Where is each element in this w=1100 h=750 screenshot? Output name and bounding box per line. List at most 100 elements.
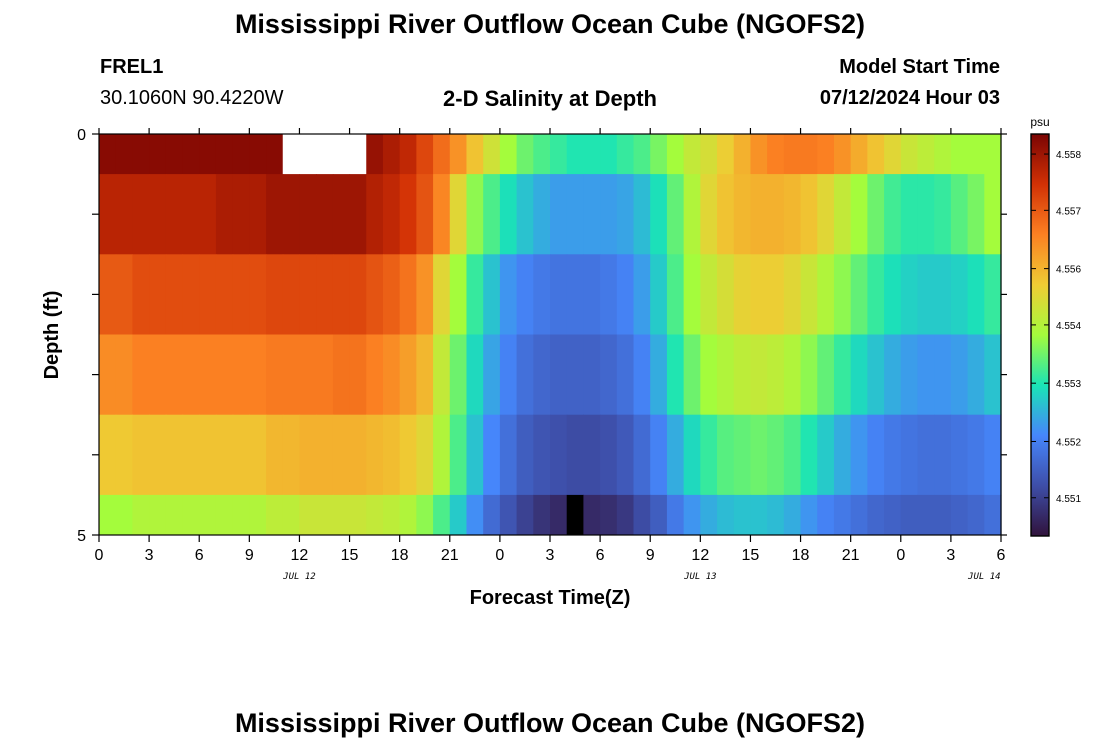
heatmap-cell xyxy=(817,334,835,416)
heatmap-cell xyxy=(550,414,568,496)
heatmap-cell xyxy=(182,134,200,175)
heatmap-cell xyxy=(633,494,651,536)
heatmap-cell xyxy=(249,414,267,496)
date-label: JUL 14 xyxy=(967,572,1001,582)
heatmap-cell xyxy=(533,134,551,175)
heatmap-cell xyxy=(99,254,117,335)
heatmap-cell xyxy=(399,334,417,416)
heatmap-cell xyxy=(783,414,802,496)
heatmap-cell xyxy=(817,414,835,496)
x-tick-label: 6 xyxy=(195,547,204,564)
heatmap-cell xyxy=(199,134,217,175)
heatmap-cell xyxy=(516,414,534,496)
heatmap-cell xyxy=(349,254,367,335)
heatmap-cell xyxy=(984,254,1002,335)
heatmap-cell xyxy=(433,134,451,175)
heatmap-cell xyxy=(215,414,234,496)
heatmap-cell xyxy=(800,254,818,335)
heatmap-cell xyxy=(115,494,133,536)
x-tick-label: 6 xyxy=(997,547,1006,564)
heatmap-cell xyxy=(566,494,584,536)
heatmap-cell xyxy=(950,134,969,175)
heatmap-cell xyxy=(516,334,534,416)
heatmap-cell xyxy=(833,414,852,496)
heatmap-cell xyxy=(349,414,367,496)
date-labels: JUL 12 JUL 13 JUL 14 xyxy=(282,572,1000,582)
heatmap-cell xyxy=(199,254,217,335)
heatmap-cell xyxy=(332,494,351,536)
heatmap-cell xyxy=(499,134,518,175)
heatmap-cell xyxy=(149,414,167,496)
heatmap-cell xyxy=(767,414,785,496)
heatmap-cell xyxy=(967,134,985,175)
heatmap-cell xyxy=(416,334,434,416)
heatmap-cell xyxy=(299,414,317,496)
heatmap-cell xyxy=(249,334,267,416)
heatmap-cell xyxy=(850,334,868,416)
heatmap-cell xyxy=(449,414,468,496)
heatmap-cell xyxy=(499,334,518,416)
x-tick-label: 0 xyxy=(896,547,905,564)
heatmap-cells xyxy=(99,134,1002,536)
heatmap-cell xyxy=(616,174,635,255)
heatmap-cell xyxy=(900,334,919,416)
heatmap-cell xyxy=(800,414,818,496)
heatmap-cell xyxy=(867,414,885,496)
model-start-label: Model Start Time xyxy=(839,56,1000,78)
heatmap-cell xyxy=(483,494,501,536)
heatmap-cell xyxy=(99,134,117,175)
heatmap-cell xyxy=(483,254,501,335)
heatmap-cell xyxy=(299,494,317,536)
heatmap-cell xyxy=(433,334,451,416)
heatmap-cell xyxy=(683,334,701,416)
colorbar-unit: psu xyxy=(1030,115,1049,129)
heatmap-cell xyxy=(867,254,885,335)
heatmap-cell xyxy=(733,414,752,496)
heatmap-cell xyxy=(583,494,601,536)
heatmap-cell xyxy=(483,414,501,496)
heatmap-cell xyxy=(934,414,952,496)
heatmap-cell xyxy=(984,174,1002,255)
heatmap-cell xyxy=(266,414,284,496)
heatmap-cell xyxy=(332,414,351,496)
heatmap-cell xyxy=(366,414,384,496)
colorbar-tick-label: 4.552 xyxy=(1056,437,1081,448)
heatmap-cell xyxy=(934,334,952,416)
heatmap-cell xyxy=(366,254,384,335)
heatmap-cell xyxy=(433,254,451,335)
heatmap-cell xyxy=(650,174,668,255)
heatmap-cell xyxy=(750,174,768,255)
heatmap-cell xyxy=(382,174,401,255)
heatmap-cell xyxy=(583,254,601,335)
y-tick-label: 5 xyxy=(77,528,86,545)
heatmap-cell xyxy=(132,254,150,335)
heatmap-cell xyxy=(650,134,668,175)
heatmap-cell xyxy=(382,254,401,335)
heatmap-cell xyxy=(633,334,651,416)
heatmap-cell xyxy=(733,254,752,335)
heatmap-cell xyxy=(683,174,701,255)
heatmap-cell xyxy=(282,414,301,496)
heatmap-cell xyxy=(165,254,184,335)
heatmap-cell xyxy=(550,494,568,536)
heatmap-cell xyxy=(516,254,534,335)
heatmap-cell xyxy=(266,494,284,536)
heatmap-cell xyxy=(666,494,685,536)
heatmap-cell xyxy=(449,334,468,416)
heatmap-cell xyxy=(967,254,985,335)
heatmap-cell xyxy=(165,494,184,536)
heatmap-cell xyxy=(800,494,818,536)
heatmap-cell xyxy=(800,134,818,175)
heatmap-cell xyxy=(466,254,484,335)
heatmap-cell xyxy=(115,174,133,255)
x-tick-label: 12 xyxy=(291,547,309,564)
heatmap-cell xyxy=(416,414,434,496)
heatmap-cell xyxy=(215,334,234,416)
heatmap-cell xyxy=(633,254,651,335)
heatmap-cell xyxy=(366,134,384,175)
heatmap-cell xyxy=(165,134,184,175)
heatmap-cell xyxy=(633,174,651,255)
heatmap-cell xyxy=(917,174,935,255)
heatmap-cell xyxy=(984,414,1002,496)
